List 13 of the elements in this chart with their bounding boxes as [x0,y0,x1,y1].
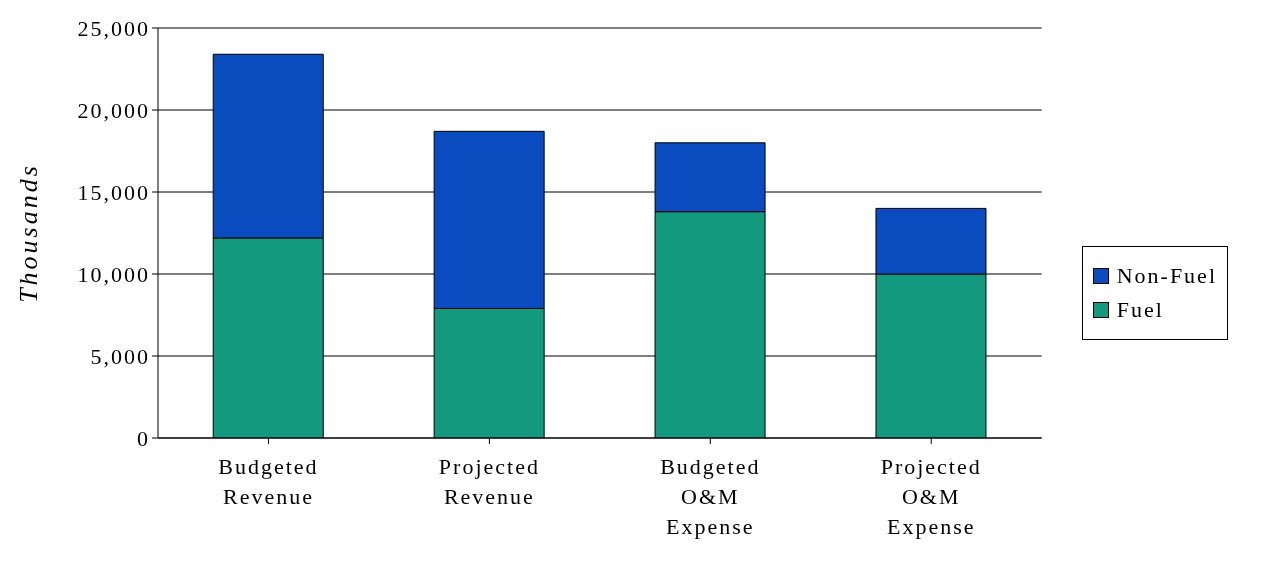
x-tick-label: Budgeted O&M Expense [660,454,761,539]
legend-label: Non-Fuel [1115,263,1217,289]
y-tick-label: 10,000 [77,261,150,287]
y-tick-label: 25,000 [77,15,150,41]
x-tick-label: Projected O&M Expense [880,454,982,539]
x-tick-label: Budgeted Revenue [218,454,319,509]
y-tick-label: 20,000 [77,97,150,123]
x-tick-label: Projected Revenue [438,454,540,509]
y-tick-label: 15,000 [77,179,150,205]
y-tick-label: 5,000 [90,343,150,369]
y-axis-title: Thousands [14,163,44,303]
y-tick-label: 0 [137,425,150,451]
legend-label: Fuel [1115,297,1165,323]
